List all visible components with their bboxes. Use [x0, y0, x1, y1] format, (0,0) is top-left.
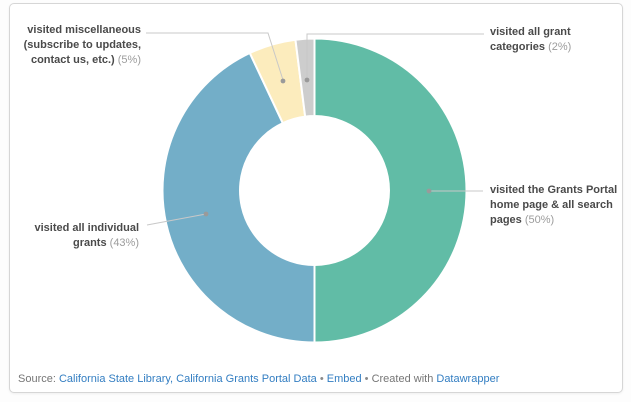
donut-slice-2[interactable]: [161, 51, 316, 344]
donut-slice-1[interactable]: [313, 37, 468, 344]
source-link[interactable]: California State Library, California Gra…: [58, 373, 317, 385]
slice-label-individual-pct: (43%): [109, 237, 139, 249]
leader-dot-portal: [426, 188, 432, 194]
slice-label-individual: visited all individual grants (43%): [9, 221, 139, 251]
leader-dots: [203, 77, 432, 217]
slice-label-portal-pct: (50%): [524, 214, 555, 226]
donut-slices: [161, 37, 468, 344]
leader-line-misc: [146, 32, 284, 81]
donut-chart: [146, 32, 484, 344]
slice-label-individual-text: visited all individual grants: [34, 222, 139, 249]
leader-dot-misc: [280, 78, 286, 84]
slice-label-portal: visited the Grants Portal home page & al…: [490, 183, 622, 228]
slice-label-portal-text: visited the Grants Portal home page & al…: [490, 184, 618, 226]
leader-lines: [146, 32, 484, 226]
slice-label-categories-text: visited all grant categories: [490, 26, 571, 53]
leader-dot-categories: [304, 77, 310, 83]
source-prefix: Source:: [18, 373, 59, 385]
chart-footer: Source: California State Library, Califo…: [18, 373, 499, 385]
leader-line-individual: [146, 213, 207, 226]
embed-link[interactable]: Embed: [326, 373, 362, 385]
slice-label-misc-text: visited miscellaneous (subscribe to upda…: [23, 24, 141, 66]
datawrapper-link[interactable]: Datawrapper: [436, 373, 500, 385]
footer-separator-1: •: [316, 373, 327, 385]
slice-label-categories-pct: (2%): [548, 41, 572, 53]
footer-separator-2: •: [361, 373, 372, 385]
created-with-text: Created with: [371, 373, 437, 385]
slice-label-misc-pct: (5%): [117, 54, 141, 66]
chart-card: visited miscellaneous (subscribe to upda…: [9, 3, 623, 393]
leader-line-categories: [306, 33, 484, 79]
donut-slice-4[interactable]: [294, 37, 316, 118]
slice-label-misc: visited miscellaneous (subscribe to upda…: [0, 23, 141, 68]
leader-dot-individual: [203, 211, 209, 217]
slice-label-categories: visited all grant categories (2%): [490, 25, 590, 55]
